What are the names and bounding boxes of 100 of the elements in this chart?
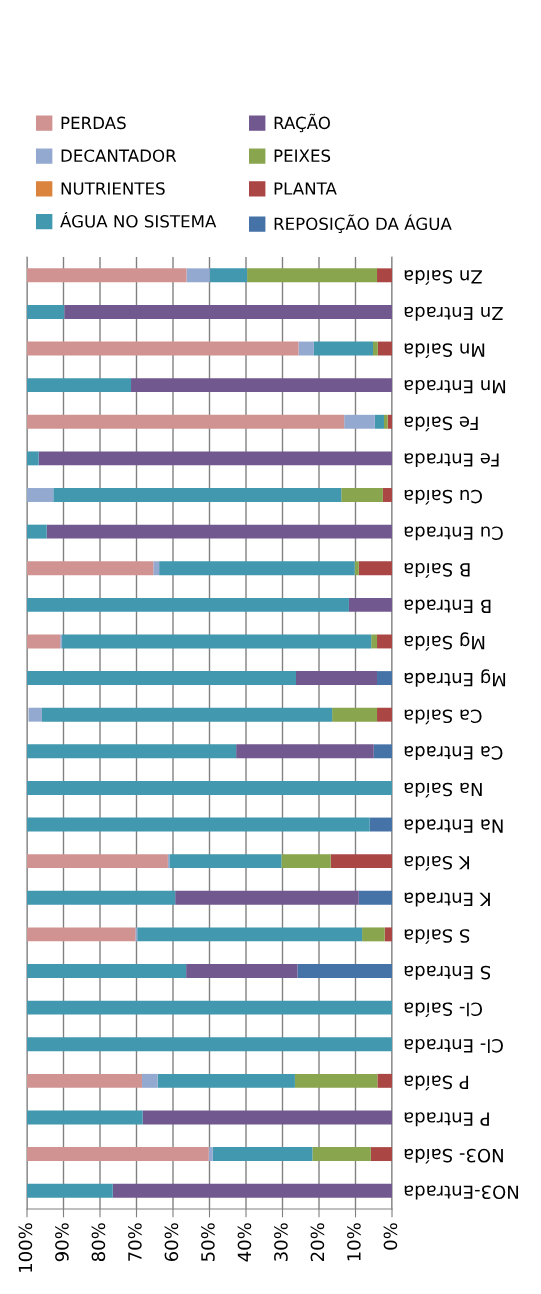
bar [153, 561, 160, 576]
bar [64, 304, 392, 319]
bar [383, 414, 388, 429]
bar [27, 854, 168, 869]
bar [27, 1110, 143, 1125]
bar [312, 1147, 371, 1162]
y-tick-label: K Saída [404, 855, 469, 871]
x-tick-label: 80% [91, 1223, 106, 1262]
bar [27, 1147, 209, 1162]
x-tick-label: 100% [18, 1223, 33, 1272]
y-tick-label: Fe Entrada [404, 453, 499, 468]
bar [186, 268, 210, 283]
bar [27, 304, 65, 319]
x-tick-label: 30% [274, 1223, 288, 1261]
bar [62, 634, 372, 649]
bar [358, 890, 392, 905]
y-tick-label: Mn Entrada [404, 379, 506, 394]
bar [53, 488, 342, 502]
bar [358, 561, 392, 576]
bar [27, 414, 345, 429]
bar [27, 927, 136, 942]
x-tick-label: 60% [164, 1223, 179, 1262]
bar [377, 634, 392, 649]
y-tick-label: Fe Saída [404, 416, 478, 432]
bar [373, 744, 392, 759]
bar [175, 890, 359, 905]
y-tick-label: Cl- Saída [404, 1002, 483, 1018]
y-tick-label: Na Entrada [404, 819, 503, 834]
bar [27, 341, 299, 356]
x-tick-label: 90% [55, 1223, 69, 1262]
x-tick-label: 20% [310, 1223, 325, 1261]
legend-label: RAÇÃO [274, 113, 330, 133]
bar [27, 597, 349, 612]
bar [27, 780, 392, 795]
bar [27, 817, 370, 832]
legend-label: DECANTADOR [61, 149, 177, 163]
bar [27, 1037, 392, 1052]
legend-label: NUTRIENTES [61, 182, 165, 195]
bar [377, 707, 392, 722]
bar [348, 597, 392, 612]
legend-label: PLANTA [274, 182, 337, 195]
y-tick-label: NO3- Saída [404, 1148, 503, 1164]
bar [330, 854, 392, 869]
bar [297, 964, 392, 978]
bar [141, 1073, 158, 1088]
bar [27, 1000, 392, 1015]
bar [298, 341, 314, 356]
bar [27, 488, 54, 502]
x-tick-label: 70% [128, 1223, 142, 1261]
bar [371, 634, 378, 649]
bar [362, 927, 385, 942]
y-tick-label: P Entrada [404, 1112, 489, 1127]
bar [296, 671, 378, 686]
legend-label: REPOSIÇÃO DA ÁGUA [274, 214, 452, 234]
bar [131, 378, 392, 393]
bar [313, 341, 374, 356]
bar [38, 451, 392, 466]
y-tick-label: B Saída [404, 562, 470, 578]
y-tick-label: Mg Saída [404, 632, 485, 651]
bar [374, 414, 384, 429]
bar [46, 524, 392, 539]
bar [157, 1073, 295, 1088]
bar [186, 964, 298, 978]
bar [41, 707, 333, 722]
y-tick-label: S Saída [404, 929, 470, 944]
bar [27, 1073, 142, 1088]
bar [373, 341, 378, 356]
bar [384, 927, 392, 942]
x-tick-label: 40% [237, 1223, 252, 1262]
bar [27, 744, 237, 759]
bar [27, 964, 187, 978]
bar [28, 707, 42, 722]
y-tick-label: K Entrada [404, 892, 490, 907]
bar [281, 854, 331, 869]
bar [377, 268, 392, 283]
y-tick-label: Ca Entrada [404, 746, 503, 761]
bar [344, 414, 375, 429]
legend-label: PEIXES [274, 149, 331, 163]
legend-label: ÁGUA NO SISTEMA [60, 211, 217, 228]
bar [247, 268, 378, 283]
bar [159, 561, 355, 576]
bar [27, 890, 176, 905]
bar [27, 451, 39, 466]
bar [369, 817, 392, 832]
bar [387, 414, 392, 429]
bar [370, 1147, 392, 1162]
bar [112, 1183, 392, 1198]
bar [377, 341, 392, 356]
bar [382, 488, 392, 502]
y-tick-label: Zn Entrada [404, 306, 503, 321]
bar [142, 1110, 392, 1125]
x-tick-label: 10% [347, 1223, 361, 1261]
y-tick-label: Cu Entrada [404, 526, 503, 541]
bar [332, 707, 378, 722]
bar [341, 488, 383, 502]
y-tick-label: Zn Saída [404, 270, 482, 285]
bar [208, 1147, 213, 1162]
bar [377, 1073, 392, 1088]
x-tick-label: 0% [383, 1223, 398, 1250]
x-tick-label: 50% [201, 1223, 215, 1261]
